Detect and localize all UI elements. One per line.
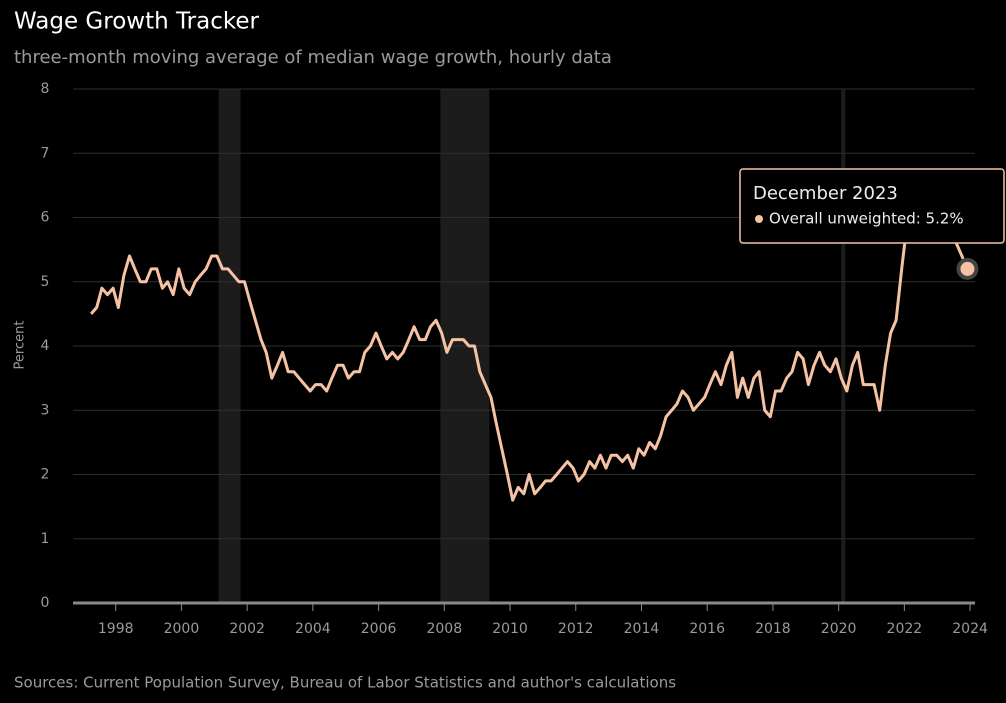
y-tick-label: 0 bbox=[41, 595, 50, 611]
tooltip-dot bbox=[755, 215, 763, 223]
x-tick-label: 2000 bbox=[164, 621, 200, 637]
y-tick-label: 3 bbox=[41, 402, 50, 418]
hover-marker bbox=[956, 257, 979, 280]
y-tick-label: 1 bbox=[41, 531, 50, 547]
x-tick-label: 2020 bbox=[821, 621, 857, 637]
x-tick-label: 2004 bbox=[295, 621, 331, 637]
x-tick-label: 2006 bbox=[361, 621, 397, 637]
tooltip-box bbox=[739, 168, 1005, 244]
tooltip-title: December 2023 bbox=[753, 183, 898, 204]
x-tick-label: 2008 bbox=[426, 621, 462, 637]
y-tick-label: 6 bbox=[41, 210, 50, 226]
y-tick-label: 4 bbox=[41, 338, 50, 354]
x-tick-label: 2022 bbox=[887, 621, 923, 637]
x-tick-label: 2014 bbox=[624, 621, 660, 637]
tooltip-text: Overall unweighted: 5.2% bbox=[769, 210, 964, 228]
x-tick-label: 2012 bbox=[558, 621, 594, 637]
x-tick-label: 2016 bbox=[689, 621, 725, 637]
chart-subtitle: three-month moving average of median wag… bbox=[14, 47, 612, 68]
y-tick-label: 7 bbox=[41, 145, 50, 161]
x-tick-label: 1998 bbox=[98, 621, 134, 637]
data-line bbox=[89, 171, 969, 502]
x-tick-label: 2010 bbox=[492, 621, 528, 637]
y-tick-label: 5 bbox=[41, 274, 50, 290]
x-tick-label: 2002 bbox=[229, 621, 265, 637]
source-note: Sources: Current Population Survey, Bure… bbox=[14, 674, 676, 692]
y-tick-label: 8 bbox=[41, 81, 50, 97]
y-axis-label: Percent bbox=[13, 321, 28, 370]
chart-title: Wage Growth Tracker bbox=[14, 9, 260, 35]
x-tick-label: 2018 bbox=[755, 621, 791, 637]
x-tick-label: 2024 bbox=[952, 621, 988, 637]
y-tick-label: 2 bbox=[41, 467, 50, 483]
